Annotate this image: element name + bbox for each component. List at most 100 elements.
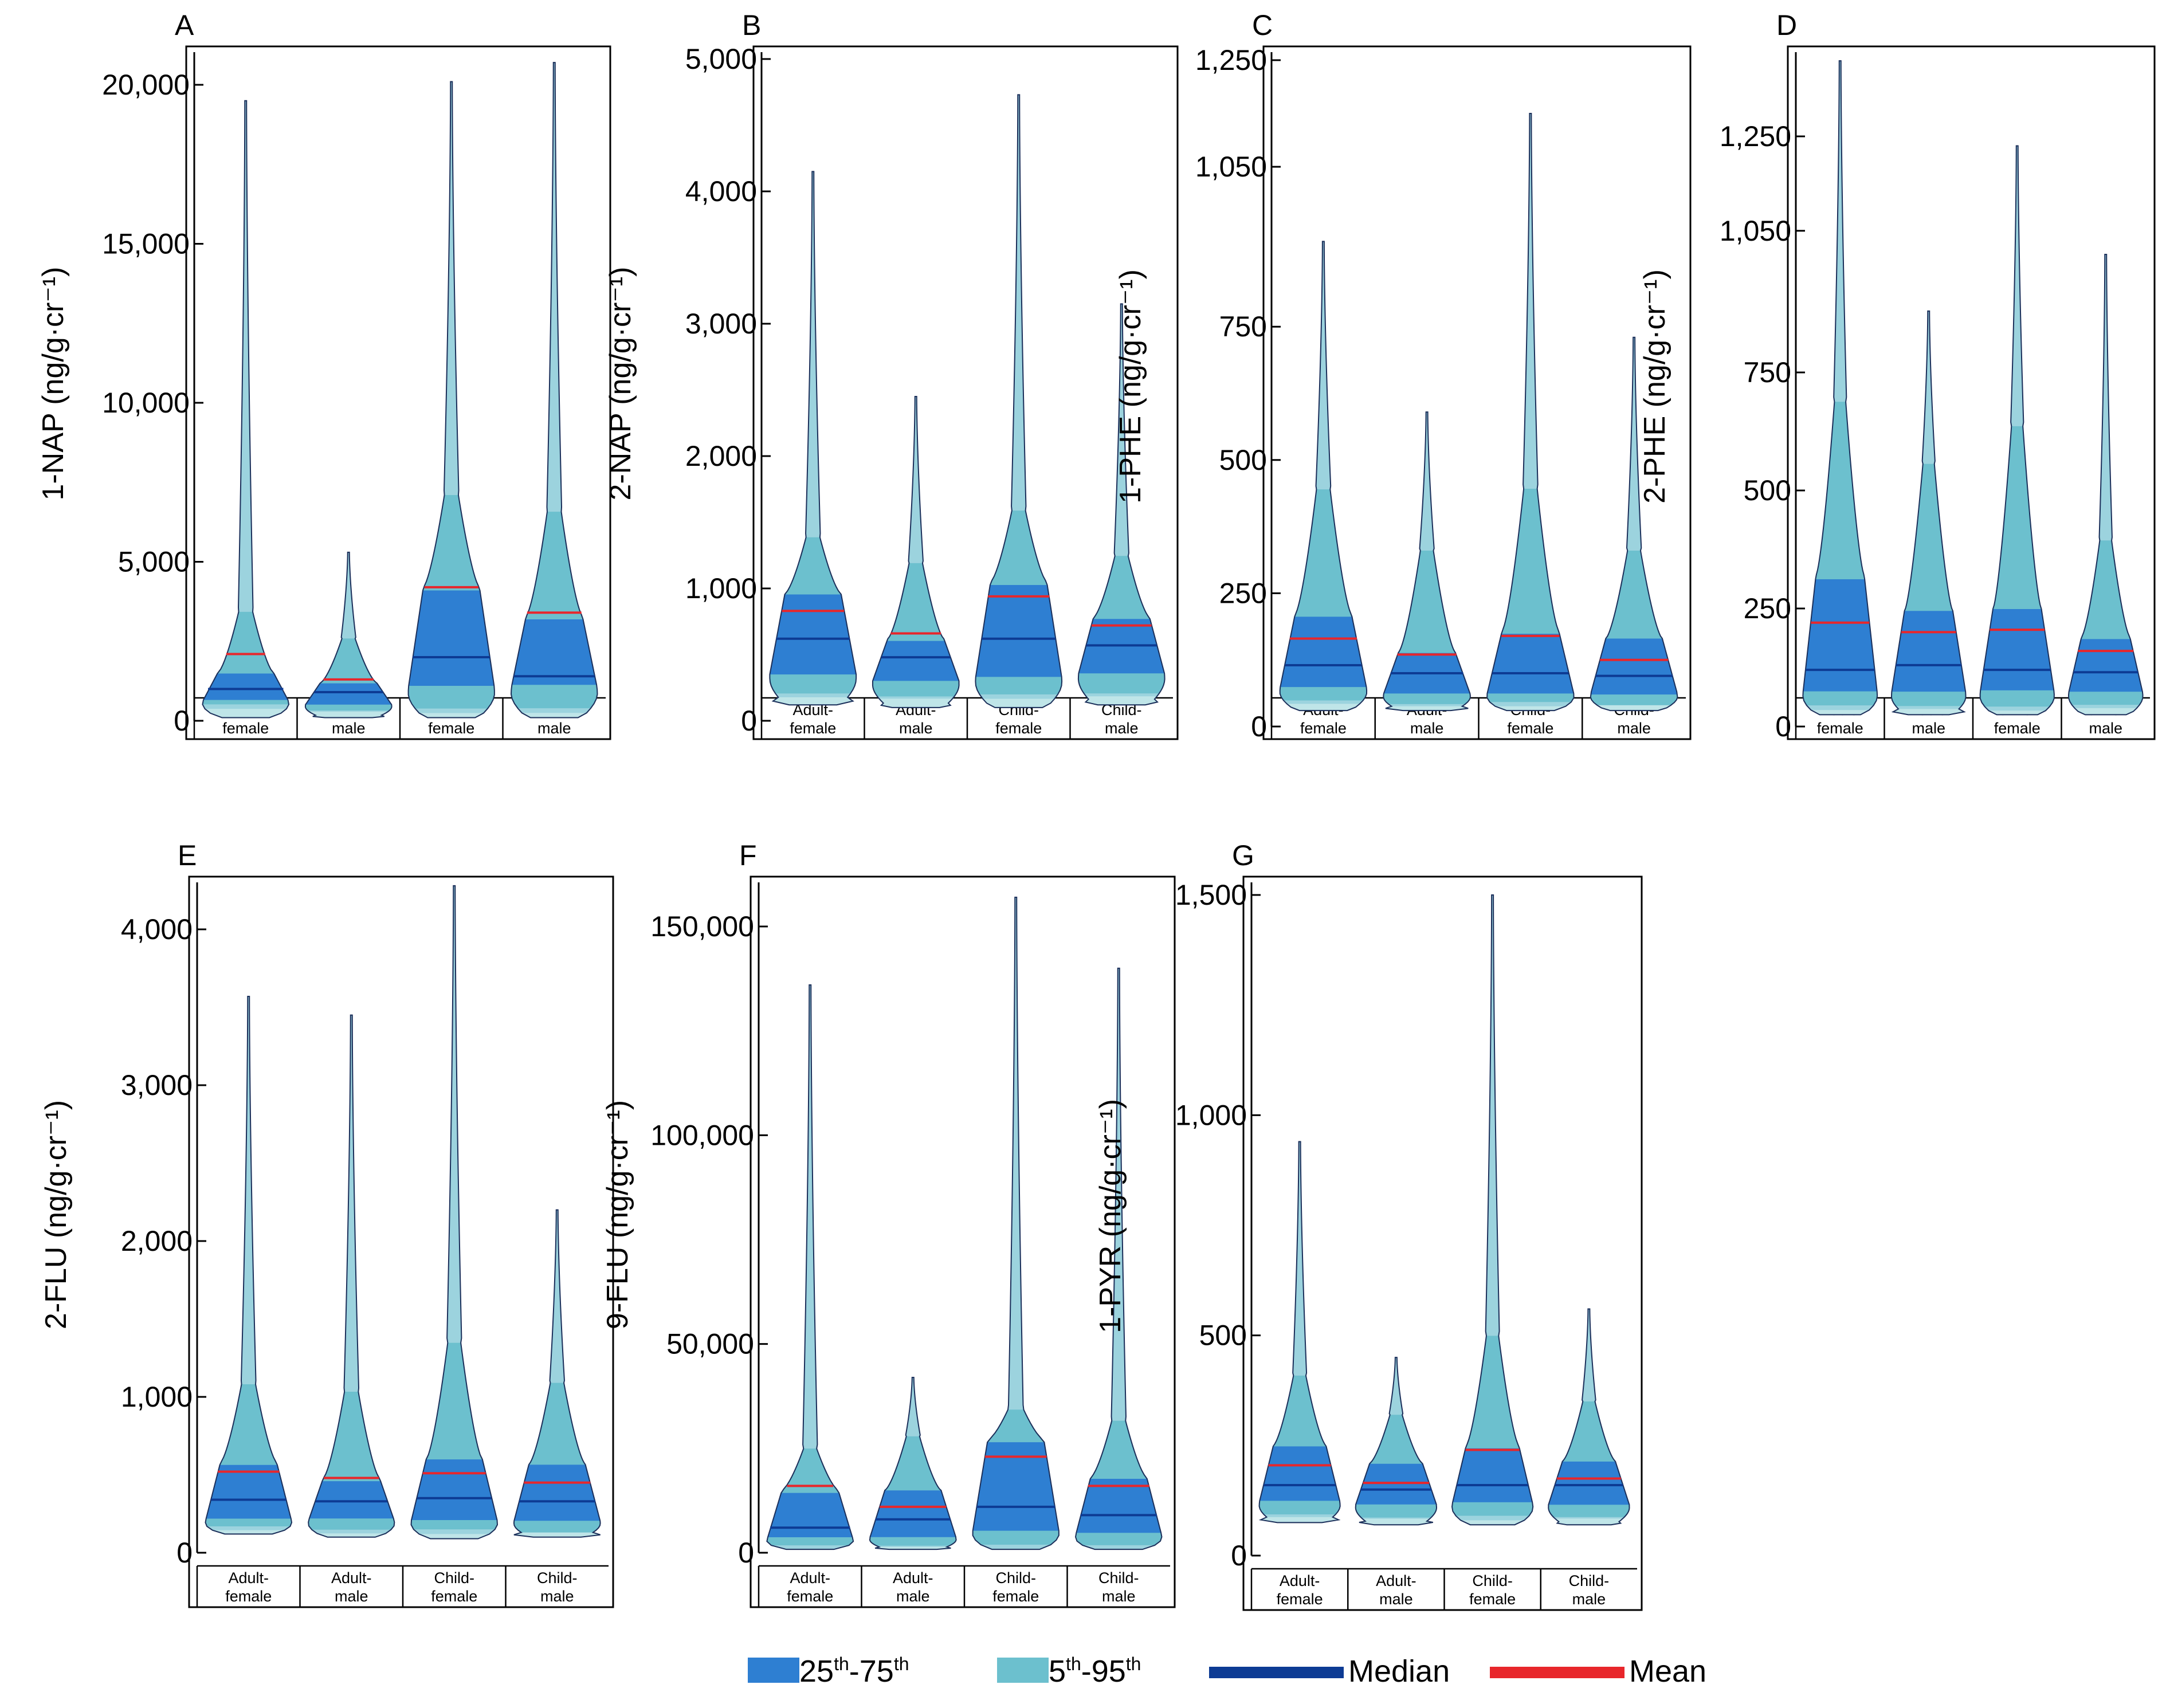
violin-lower-tail — [212, 1530, 285, 1534]
violin — [972, 896, 1060, 1550]
panel-letter: C — [1252, 9, 1273, 41]
violin-iqr — [1453, 1448, 1533, 1502]
x-category-label-line1: Adult- — [228, 1569, 269, 1587]
panel-letter: G — [1232, 839, 1254, 871]
y-tick-label: 0 — [738, 1537, 754, 1569]
y-tick-label: 15,000 — [102, 228, 190, 260]
y-tick-label: 150,000 — [650, 910, 754, 943]
y-tick-label: 750 — [1219, 311, 1267, 343]
violin-lower-tail — [875, 1546, 951, 1550]
violin — [1548, 1308, 1630, 1526]
x-category-label-line1: Child- — [1098, 1569, 1139, 1587]
y-tick-label: 1,000 — [121, 1381, 193, 1413]
panel-letter: B — [742, 9, 761, 41]
violin-outline — [1802, 60, 1878, 716]
violin-lower-tail — [1811, 710, 1870, 715]
legend-label: Median — [1348, 1654, 1450, 1689]
plot-frame — [185, 45, 611, 740]
panel-a: A 0 5,000 10,000 15,000 20,000 1-NAP (ng/g·cr⁻… — [37, 9, 611, 740]
legend-label: 5th-95th — [1049, 1654, 1141, 1689]
violin — [1279, 241, 1368, 712]
y-tick-label: 250 — [1219, 577, 1267, 609]
panel-f: F 0 50,000 100,000 150,000 9-FLU (ng/g·cr⁻¹) A… — [601, 839, 1176, 1608]
panel-letter: D — [1776, 9, 1797, 41]
y-tick-label: 2,000 — [121, 1225, 193, 1257]
violin-iqr — [409, 590, 495, 686]
violin-tail — [1078, 304, 1165, 705]
x-category-label-line2: female — [1469, 1591, 1516, 1608]
x-category-label-line2: male — [896, 1588, 930, 1605]
x-category-label-line2: male — [335, 1588, 368, 1605]
plot-frame — [1262, 45, 1692, 740]
y-tick-label: 4,000 — [685, 175, 757, 207]
x-category-label-line2: female — [790, 720, 836, 737]
y-tick-label: 0 — [1775, 710, 1791, 743]
violin-lower-tail — [1495, 706, 1566, 711]
violin — [1486, 113, 1575, 712]
violin — [202, 100, 290, 718]
violin — [1355, 1357, 1438, 1526]
x-category-label-line2: male — [1410, 720, 1444, 737]
x-category-label-line2: female — [1277, 1591, 1323, 1608]
violin-iqr — [1803, 579, 1877, 692]
violin-iqr — [1259, 1446, 1340, 1501]
violin-tail — [408, 81, 495, 718]
violin — [2067, 254, 2144, 716]
plot-frame — [1787, 45, 2156, 740]
violin-lower-tail — [2074, 708, 2137, 715]
x-category-label-line2: female — [428, 720, 474, 737]
legend-label: Mean — [1629, 1654, 1706, 1689]
violin-iqr — [1548, 1461, 1630, 1505]
panels-layer: A 0 5,000 10,000 15,000 20,000 1-NAP (ng/g·cr⁻… — [37, 9, 2156, 1611]
violin-tail — [975, 95, 1062, 708]
violin-tail — [1487, 113, 1574, 711]
violin — [304, 551, 393, 718]
y-tick-label: 10,000 — [102, 387, 190, 419]
y-tick-label: 1,250 — [1195, 44, 1267, 76]
y-axis-label: 9-FLU (ng/g·cr⁻¹) — [601, 1100, 634, 1329]
violin-lower-tail — [513, 1532, 601, 1537]
x-category-label-line2: female — [992, 1588, 1039, 1605]
x-category-label-line2: male — [1617, 720, 1651, 737]
y-tick-label: 4,000 — [121, 913, 193, 945]
violin-iqr — [514, 1464, 601, 1521]
violin — [1979, 145, 2055, 716]
x-category-label-line2: male — [1572, 1591, 1606, 1608]
y-tick-label: 100,000 — [650, 1119, 754, 1151]
violin-outline — [1548, 1308, 1630, 1526]
violin-outline — [407, 81, 495, 718]
violin — [407, 81, 495, 718]
y-tick-label: 1,000 — [685, 572, 757, 604]
y-tick-label: 1,500 — [1175, 879, 1247, 911]
violin-lower-tail — [1386, 706, 1469, 711]
violin — [1890, 310, 1967, 716]
violin-iqr — [872, 641, 959, 681]
x-category-label-line2: male — [899, 720, 933, 737]
x-category-label-line1: Child- — [1569, 1572, 1610, 1589]
violin-outline — [972, 896, 1060, 1550]
plot-frame — [1242, 875, 1643, 1611]
panel-letter: A — [175, 9, 194, 41]
y-tick-label: 500 — [1744, 474, 1791, 506]
y-tick-label: 2,000 — [685, 440, 757, 472]
x-category-label-line1: Child- — [1472, 1572, 1513, 1589]
violin-outline — [872, 396, 960, 708]
violin-outline — [769, 171, 857, 706]
violin-outline — [1258, 1141, 1341, 1524]
violin-tail — [972, 897, 1059, 1550]
violin — [869, 1376, 957, 1550]
x-category-label-line1: Adult- — [893, 1569, 933, 1587]
violin-outline — [869, 1376, 957, 1550]
violin-lower-tail — [1893, 709, 1964, 715]
legend-label: 25th-75th — [799, 1654, 909, 1689]
violin — [766, 984, 854, 1550]
violin-iqr — [206, 1464, 291, 1519]
violin-outline — [304, 551, 393, 718]
y-tick-label: 5,000 — [118, 546, 190, 578]
plot-frame — [752, 45, 1179, 740]
violin-iqr — [1076, 1479, 1162, 1533]
violin-outline — [975, 94, 1063, 708]
violin-tail — [1076, 968, 1162, 1550]
violin-lower-tail — [983, 698, 1055, 708]
